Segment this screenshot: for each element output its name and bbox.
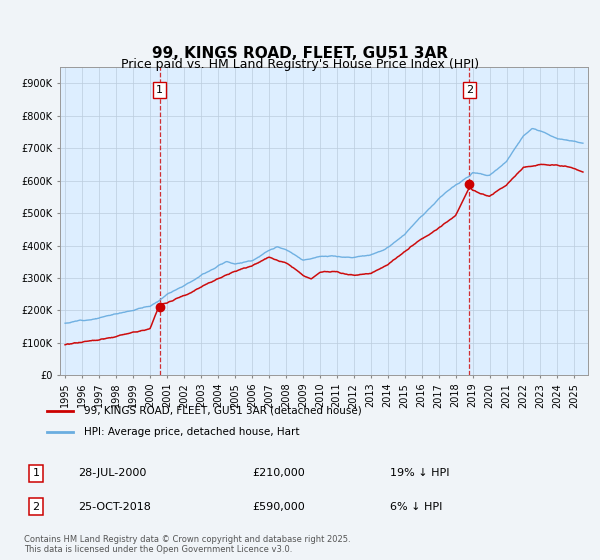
Text: Price paid vs. HM Land Registry's House Price Index (HPI): Price paid vs. HM Land Registry's House … (121, 58, 479, 71)
Text: Contains HM Land Registry data © Crown copyright and database right 2025.
This d: Contains HM Land Registry data © Crown c… (24, 535, 350, 554)
Text: £210,000: £210,000 (252, 468, 305, 478)
Text: 99, KINGS ROAD, FLEET, GU51 3AR: 99, KINGS ROAD, FLEET, GU51 3AR (152, 46, 448, 60)
Text: 2: 2 (466, 85, 473, 95)
Text: 1: 1 (32, 468, 40, 478)
Text: £590,000: £590,000 (252, 502, 305, 512)
Text: 2: 2 (32, 502, 40, 512)
Text: 99, KINGS ROAD, FLEET, GU51 3AR (detached house): 99, KINGS ROAD, FLEET, GU51 3AR (detache… (83, 406, 361, 416)
Text: 1: 1 (156, 85, 163, 95)
Text: 28-JUL-2000: 28-JUL-2000 (78, 468, 146, 478)
Text: HPI: Average price, detached house, Hart: HPI: Average price, detached house, Hart (83, 427, 299, 437)
Text: 6% ↓ HPI: 6% ↓ HPI (390, 502, 442, 512)
Text: 19% ↓ HPI: 19% ↓ HPI (390, 468, 449, 478)
Text: 25-OCT-2018: 25-OCT-2018 (78, 502, 151, 512)
